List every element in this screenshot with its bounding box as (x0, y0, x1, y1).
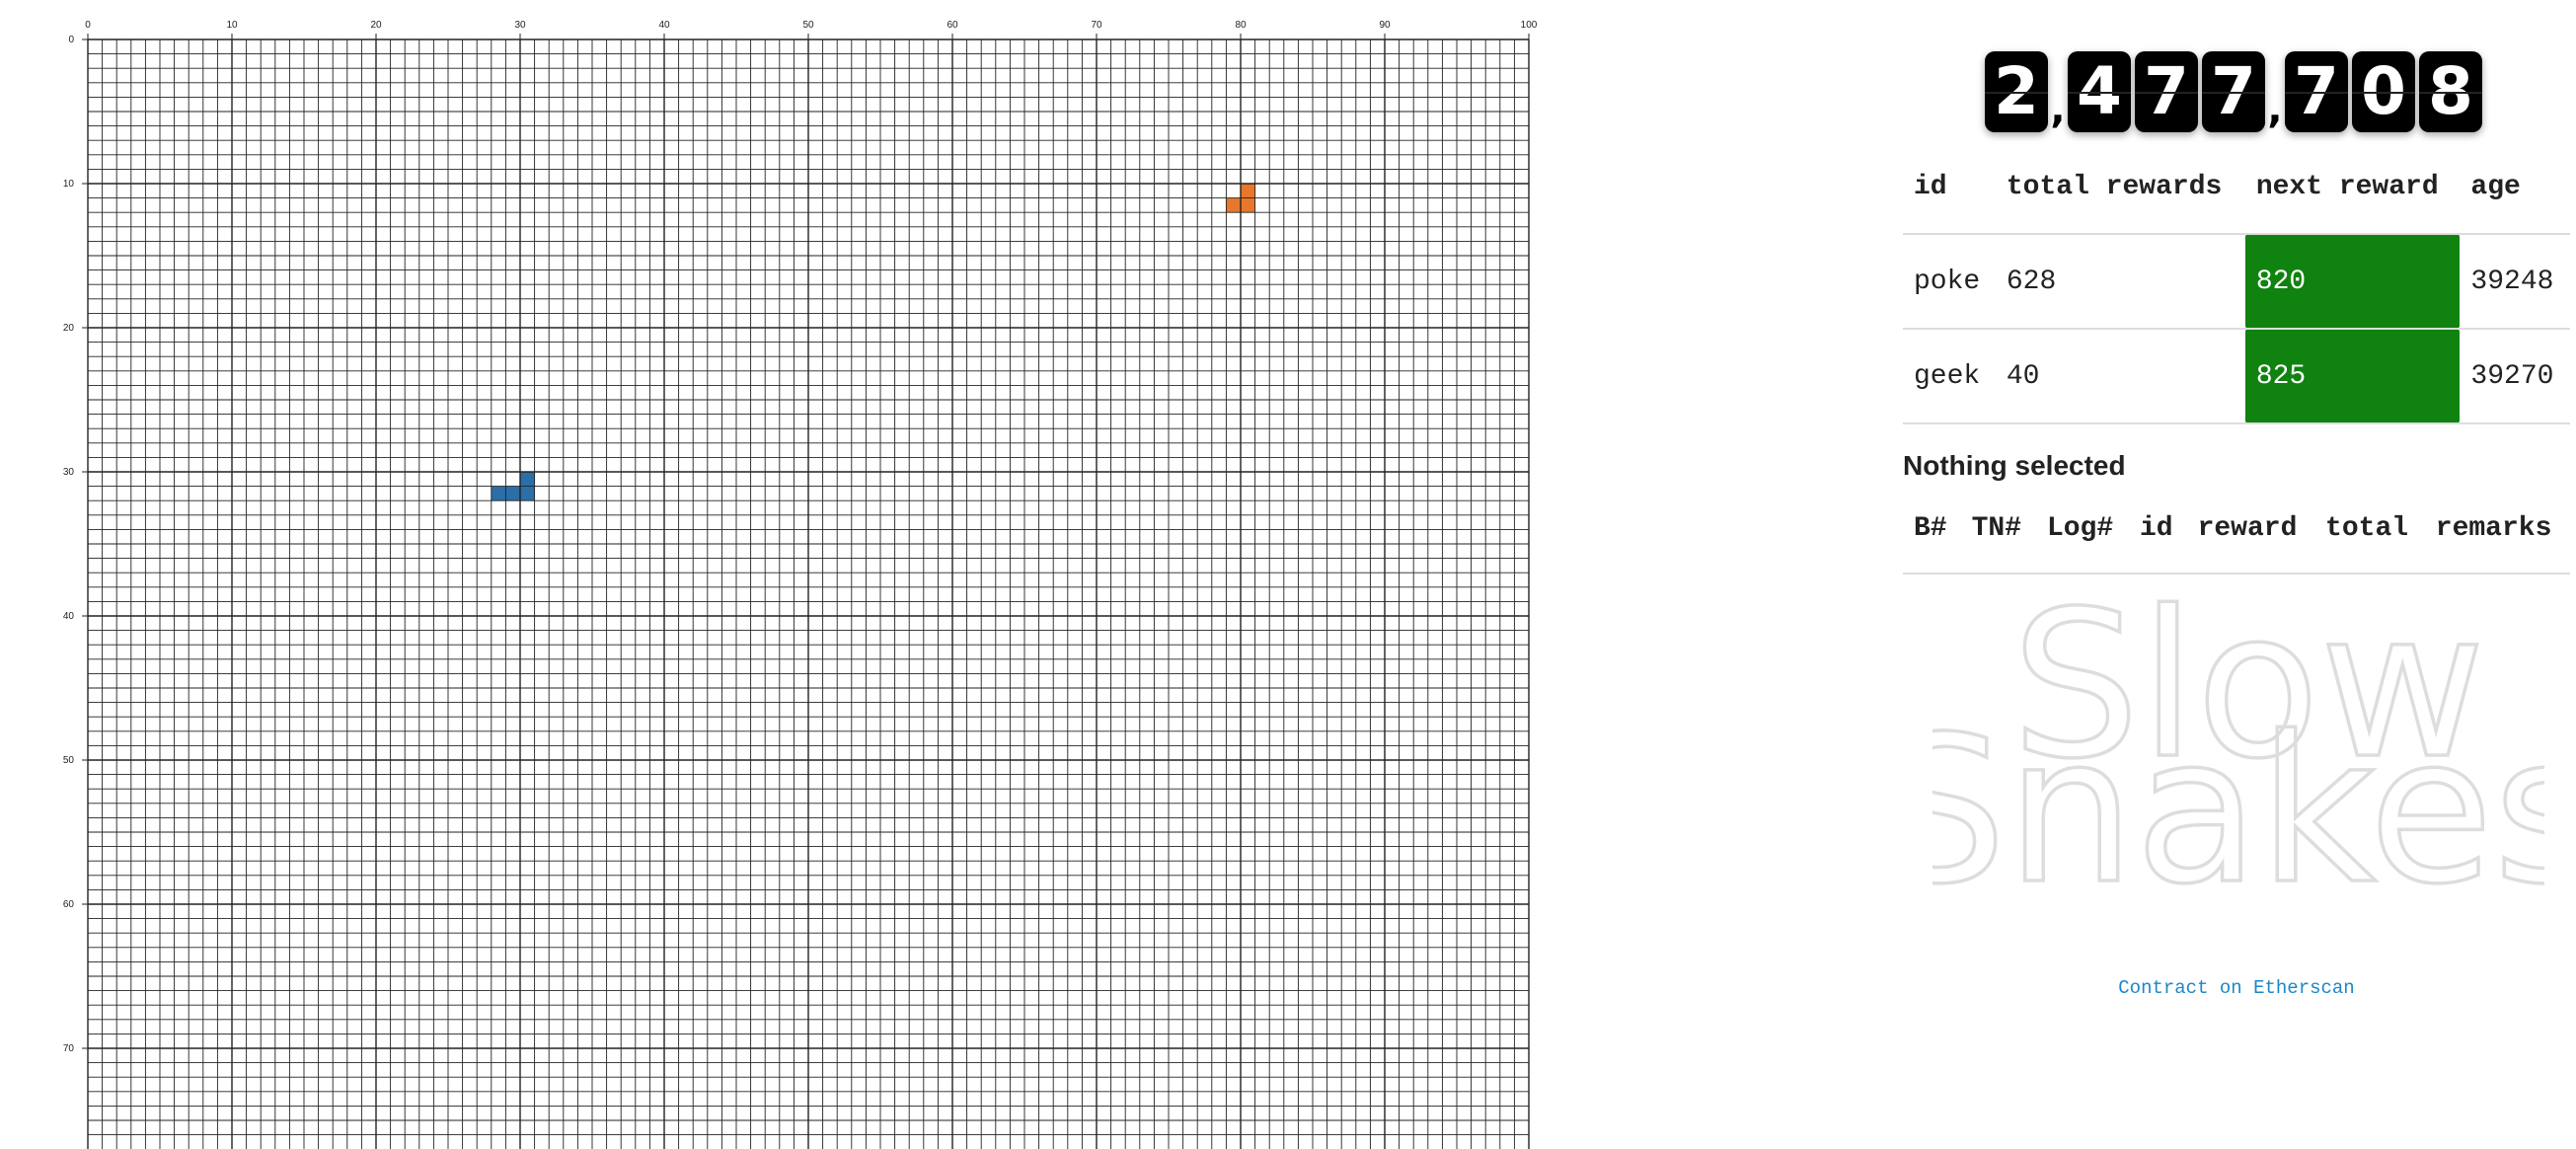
header-log-number: Log# (2035, 484, 2129, 574)
x-tick-label: 10 (226, 20, 238, 31)
y-tick-label: 60 (63, 899, 75, 910)
row-age: 39248 (2460, 234, 2570, 330)
x-tick-label: 30 (514, 20, 526, 31)
header-id: id (1903, 140, 1996, 235)
log-header-row: B# TN# Log# id reward total remarks (1903, 484, 2570, 574)
y-tick-label: 10 (63, 179, 75, 190)
counter-digit: 2 (1985, 51, 2048, 132)
counter-digit: 4 (2068, 51, 2131, 132)
y-tick-label: 50 (63, 755, 75, 766)
table-row[interactable]: geek 40 825 39270 (1903, 329, 2570, 424)
table-row[interactable]: poke 628 820 39248 (1903, 234, 2570, 330)
counter-digit: 7 (2202, 51, 2265, 132)
header-next-reward: next reward (2244, 140, 2461, 235)
x-tick-label: 20 (370, 20, 382, 31)
rewards-header-row: id total rewards next reward age (1903, 140, 2570, 235)
y-tick-label: 30 (63, 467, 75, 478)
row-total-rewards: 628 (1995, 234, 2245, 330)
header-block-number: B# (1903, 484, 1961, 574)
grid-canvas[interactable]: 0 10 20 30 40 50 60 70 80 90 100 0 10 20 30 40 50 60 70 (0, 0, 1579, 1149)
y-tick-label: 40 (63, 611, 75, 622)
logo-line-snakes: Snakes (1932, 694, 2544, 898)
snake-blue-cell[interactable] (520, 486, 535, 501)
x-tick-label: 80 (1235, 20, 1247, 31)
slow-snakes-logo: Slow Snakes (1932, 582, 2544, 898)
row-id: geek (1903, 329, 1996, 424)
header-total: total (2314, 484, 2425, 574)
x-tick-label: 40 (658, 20, 670, 31)
counter-digit: 7 (2135, 51, 2198, 132)
counter-separator: , (2267, 87, 2283, 132)
row-age: 39270 (2460, 329, 2570, 424)
y-tick-label: 70 (63, 1043, 75, 1054)
x-tick-label: 90 (1379, 20, 1391, 31)
selection-title: Nothing selected (1903, 450, 2126, 481)
counter-digit: 8 (2419, 51, 2482, 132)
logo-line-slow: Slow (2011, 582, 2485, 804)
snake-orange-cell[interactable] (1241, 184, 1255, 198)
header-total-rewards: total rewards (1995, 140, 2245, 235)
x-tick-label: 0 (85, 20, 91, 31)
counter-digit: 7 (2285, 51, 2348, 132)
y-tick-label: 20 (63, 323, 75, 334)
etherscan-link[interactable]: Contract on Etherscan (2118, 977, 2355, 999)
header-tx-number: TN# (1960, 484, 2036, 574)
x-tick-label: 70 (1091, 20, 1102, 31)
snake-blue-cell[interactable] (505, 486, 520, 501)
row-next-reward: 820 (2244, 234, 2461, 330)
header-log-id: id (2128, 484, 2187, 574)
header-remarks: remarks (2424, 484, 2570, 574)
snake-orange-cell[interactable] (1241, 197, 1255, 213)
y-tick-label: 0 (68, 35, 74, 45)
snake-blue-cell[interactable] (520, 472, 535, 487)
log-table: B# TN# Log# id reward total remarks (1903, 484, 2570, 574)
x-tick-label: 50 (802, 20, 814, 31)
counter-separator: , (2050, 87, 2066, 132)
x-tick-label: 100 (1521, 20, 1538, 31)
row-total-rewards: 40 (1995, 329, 2245, 424)
counter-digit: 0 (2352, 51, 2415, 132)
row-id: poke (1903, 234, 1996, 330)
header-reward: reward (2186, 484, 2315, 574)
header-age: age (2460, 140, 2570, 235)
rewards-table: id total rewards next reward age poke 62… (1903, 140, 2570, 424)
row-next-reward: 825 (2244, 329, 2461, 424)
snake-orange-cell[interactable] (1226, 197, 1241, 213)
x-tick-label: 60 (947, 20, 958, 31)
snake-blue-cell[interactable] (491, 486, 506, 501)
game-board[interactable]: 0 10 20 30 40 50 60 70 80 90 100 0 10 20 30 40 50 60 70 (0, 0, 1579, 1149)
